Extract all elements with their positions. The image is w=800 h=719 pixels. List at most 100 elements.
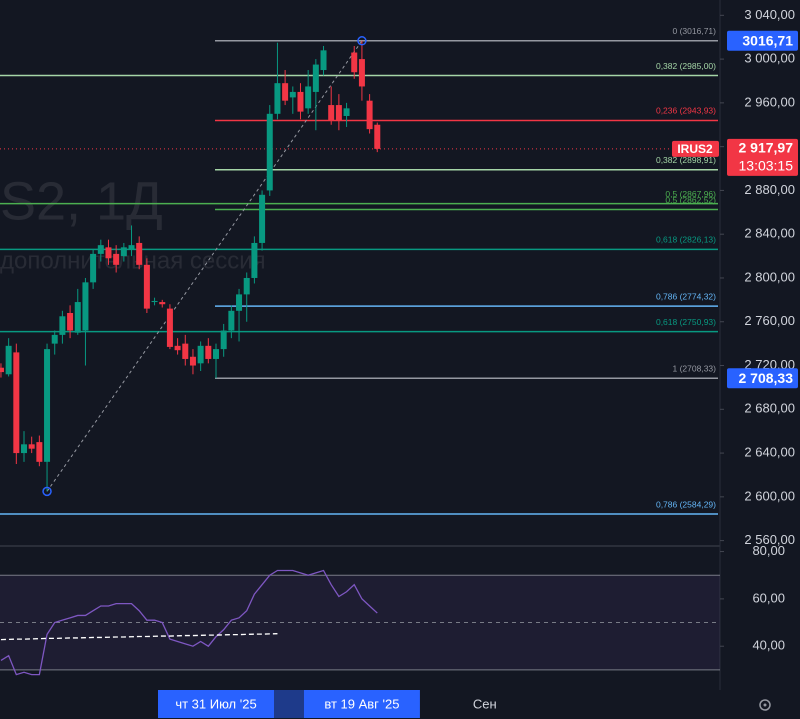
price-badge xyxy=(727,30,798,51)
candle-body xyxy=(151,300,158,303)
watermark-sub: дополнительная сессия xyxy=(0,247,266,274)
candle-body xyxy=(297,91,304,112)
candle-body xyxy=(189,356,196,366)
candle-body xyxy=(282,83,289,101)
fib-label: 0,382 (2898,91) xyxy=(656,155,716,165)
low-marker xyxy=(42,486,52,497)
candle-body xyxy=(0,367,4,373)
candle-body xyxy=(220,330,227,350)
candle-body xyxy=(113,253,120,265)
y-tick-label: 2 640,00 xyxy=(744,445,795,460)
candle-body xyxy=(266,113,273,191)
candle-body xyxy=(328,105,335,121)
candle-body xyxy=(182,343,189,359)
candle-body xyxy=(128,245,135,250)
y-tick-label: 2 600,00 xyxy=(744,488,795,503)
rsi-tick-label: 60,00 xyxy=(752,590,785,605)
symbol-tag xyxy=(672,140,719,157)
candle-body xyxy=(343,108,350,117)
y-tick-label: 2 960,00 xyxy=(744,94,795,109)
candle-body xyxy=(36,442,43,462)
symbol-label: IRUS2 xyxy=(677,142,713,156)
candle-body xyxy=(366,100,373,130)
y-tick-label: 2 840,00 xyxy=(744,226,795,241)
rsi-tick-label: 80,00 xyxy=(752,543,785,558)
trend-line xyxy=(46,40,363,492)
y-tick-label: 2 760,00 xyxy=(744,313,795,328)
x-tick-label: Сен xyxy=(473,696,497,711)
candle-body xyxy=(251,242,258,278)
x-label-box xyxy=(303,690,420,718)
rsi-tick-label: 40,00 xyxy=(752,638,785,653)
candle-body xyxy=(21,444,27,454)
candle-body xyxy=(67,312,74,331)
fib-label: 0,618 (2826,13) xyxy=(656,235,716,245)
candle-body xyxy=(259,194,266,243)
candle-body xyxy=(374,124,381,149)
candle-body xyxy=(213,349,219,359)
high-marker xyxy=(357,36,367,46)
rsi-line xyxy=(0,633,278,641)
price-badge-label: 3016,71 xyxy=(742,33,793,49)
candle-body xyxy=(274,83,281,114)
fib-label: 0,786 (2774,32) xyxy=(656,291,716,301)
candle-body xyxy=(105,247,112,259)
candle-body xyxy=(136,242,143,265)
fib-label: 0 (3016,71) xyxy=(673,26,717,36)
price-badge xyxy=(727,368,798,389)
settings-icon[interactable] xyxy=(759,699,771,711)
fib-label: 0,786 (2584,29) xyxy=(656,499,716,509)
fib-label: 0,236 (2943,93) xyxy=(656,106,716,116)
fib-label: 0,5 (2867,96) xyxy=(665,189,716,199)
last-price-label: 2 917,97 xyxy=(739,140,794,156)
fib-label: 1 (2708,33) xyxy=(673,364,717,374)
candle-body xyxy=(174,345,181,351)
candle-body xyxy=(120,247,127,257)
candle-body xyxy=(289,91,296,98)
settings-icon-dot xyxy=(763,703,767,707)
candle-body xyxy=(74,302,81,333)
candle-body xyxy=(236,294,243,311)
candle-body xyxy=(205,345,212,359)
y-tick-label: 3 000,00 xyxy=(744,51,795,66)
fib-label: 0,382 (2985,00) xyxy=(656,61,716,71)
candle-body xyxy=(243,277,250,295)
candle-body xyxy=(320,50,327,71)
price-badge-label: 2 708,33 xyxy=(739,370,794,386)
x-label-box xyxy=(158,690,274,718)
y-tick-label: 2 680,00 xyxy=(744,401,795,416)
candle-body xyxy=(82,282,89,331)
candle-body xyxy=(166,308,173,347)
candle-body xyxy=(97,245,104,254)
y-tick-label: 2 560,00 xyxy=(744,532,795,547)
x-tick-label: вт 19 Авг '25 xyxy=(324,696,399,711)
countdown-label: 13:03:15 xyxy=(739,158,794,174)
candle-body xyxy=(28,444,35,449)
candle-body xyxy=(228,310,235,331)
candle-body xyxy=(358,59,365,87)
candle-body xyxy=(335,105,342,121)
candle-body xyxy=(351,52,358,73)
fib-label: 0,618 (2750,93) xyxy=(656,317,716,327)
candle-body xyxy=(51,334,58,344)
candle-body xyxy=(305,86,312,109)
last-price-badge xyxy=(727,138,798,176)
candle-body xyxy=(197,345,204,364)
candle-body xyxy=(13,352,20,454)
candle-body xyxy=(90,253,97,283)
candle-body xyxy=(59,316,66,335)
candle-body xyxy=(5,345,12,375)
x-range-highlight xyxy=(274,690,304,718)
candle-body xyxy=(143,264,150,309)
candle-body xyxy=(312,64,319,92)
y-tick-label: 2 720,00 xyxy=(744,357,795,372)
fib-label: 0,5 (2862,52) xyxy=(665,195,716,205)
x-tick-label: чт 31 Июл '25 xyxy=(175,696,256,711)
y-tick-label: 3 040,00 xyxy=(744,7,795,22)
rsi-line xyxy=(0,569,378,676)
y-tick-label: 2 880,00 xyxy=(744,182,795,197)
y-tick-label: 2 800,00 xyxy=(744,269,795,284)
candle-body xyxy=(44,349,51,462)
candle-body xyxy=(159,302,166,305)
